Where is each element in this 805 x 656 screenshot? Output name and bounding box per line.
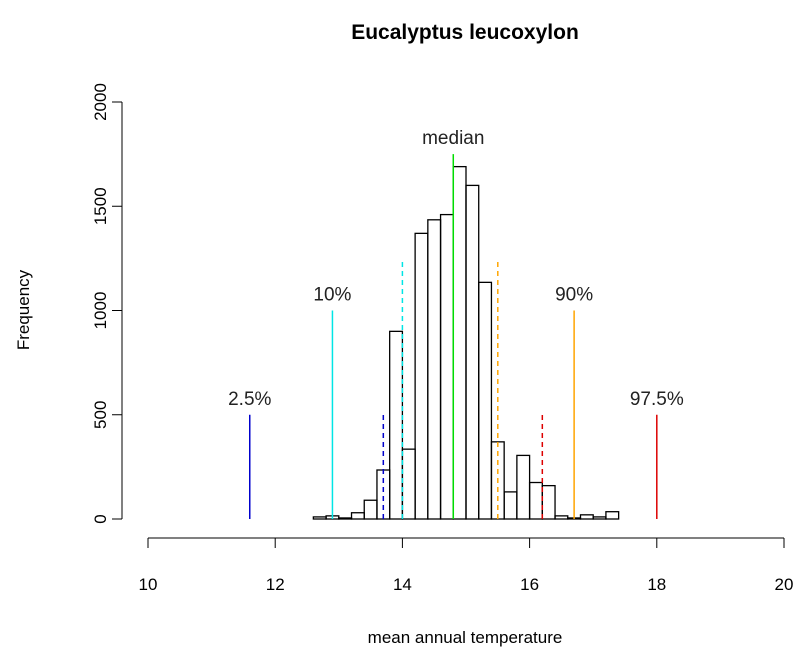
bar	[605, 511, 620, 520]
bar	[478, 281, 493, 520]
bar	[592, 516, 607, 520]
reference-label: 90%	[555, 285, 593, 306]
bar	[363, 499, 378, 520]
y-tick-label: 500	[91, 401, 110, 429]
bar	[516, 454, 531, 520]
bar	[312, 516, 327, 520]
reference-label: median	[422, 128, 484, 149]
bar	[389, 330, 404, 520]
y-tick-label: 2000	[91, 83, 110, 121]
bar	[465, 184, 480, 520]
bar	[439, 213, 454, 520]
bar	[503, 491, 518, 520]
bar	[528, 481, 543, 520]
x-tick-label: 16	[520, 575, 539, 594]
bar	[376, 469, 391, 520]
bar	[338, 517, 353, 520]
bar	[427, 219, 442, 520]
chart-title: Eucalyptus leucoxylon	[351, 21, 579, 44]
bar	[350, 512, 365, 520]
y-axis-label: Frequency	[14, 269, 33, 350]
reference-label: 2.5%	[228, 389, 271, 410]
x-axis-label: mean annual temperature	[368, 628, 563, 647]
bar	[401, 448, 416, 520]
y-tick-label: 1500	[91, 187, 110, 225]
reference-label: 10%	[313, 285, 351, 306]
bar	[541, 484, 556, 520]
bar	[554, 515, 569, 520]
x-tick-label: 18	[647, 575, 666, 594]
x-tick-label: 20	[775, 575, 794, 594]
x-tick-label: 10	[139, 575, 158, 594]
reference-label: 97.5%	[630, 389, 684, 410]
bar	[452, 165, 467, 520]
bar	[579, 514, 594, 520]
bar	[414, 232, 429, 520]
x-tick-label: 14	[393, 575, 412, 594]
y-tick-label: 1000	[91, 292, 110, 330]
plot-area	[249, 154, 658, 520]
x-tick-label: 12	[266, 575, 285, 594]
y-tick-label: 0	[91, 514, 110, 523]
